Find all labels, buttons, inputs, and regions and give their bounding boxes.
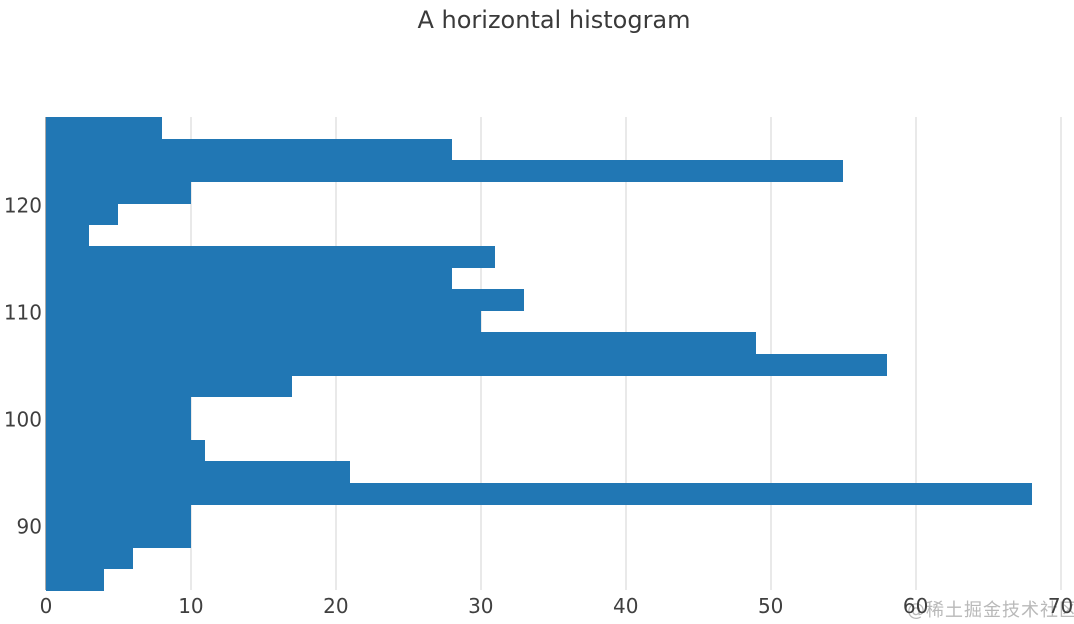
y-tick-label: 110: [3, 300, 42, 325]
histogram-bar: [46, 461, 351, 483]
histogram-bar: [46, 138, 452, 161]
histogram-bar: [46, 181, 191, 204]
histogram-bar: [46, 482, 1032, 505]
histogram-bar: [46, 289, 525, 311]
y-tick-label: 100: [3, 407, 42, 432]
histogram-bar: [46, 547, 133, 569]
histogram-bar: [46, 504, 191, 526]
histogram-bar: [46, 418, 191, 440]
histogram-bar: [46, 160, 844, 182]
x-tick-label: 60: [902, 594, 929, 618]
histogram-bar: [46, 439, 206, 462]
histogram-bar: [46, 224, 90, 247]
gridline-x: [914, 117, 917, 590]
chart-title: A horizontal histogram: [417, 6, 691, 34]
y-tick-label: 90: [16, 514, 42, 539]
x-tick-label: 0: [39, 594, 53, 618]
histogram-bar: [46, 396, 191, 419]
gridline-x: [1059, 117, 1062, 590]
x-tick-label: 20: [323, 594, 349, 618]
histogram-bar: [46, 525, 191, 548]
watermark-text: @稀土掘金技术社区: [907, 600, 1074, 621]
x-tick-label: 50: [757, 594, 784, 618]
histogram-bar: [46, 568, 104, 591]
x-tick-label: 70: [1047, 594, 1074, 618]
x-tick-label: 40: [613, 594, 639, 618]
histogram-bar: [46, 246, 496, 268]
histogram-bar: [46, 117, 162, 139]
histogram-bar: [46, 353, 887, 376]
y-tick-label: 120: [3, 193, 42, 218]
histogram-bar: [46, 310, 481, 333]
plot-area: [45, 117, 1062, 591]
histogram-bar: [46, 332, 757, 354]
x-tick-label: 30: [468, 594, 494, 618]
x-tick-label: 10: [178, 594, 204, 618]
histogram-bar: [46, 267, 452, 290]
histogram-bar: [46, 375, 293, 397]
histogram-bar: [46, 203, 119, 225]
